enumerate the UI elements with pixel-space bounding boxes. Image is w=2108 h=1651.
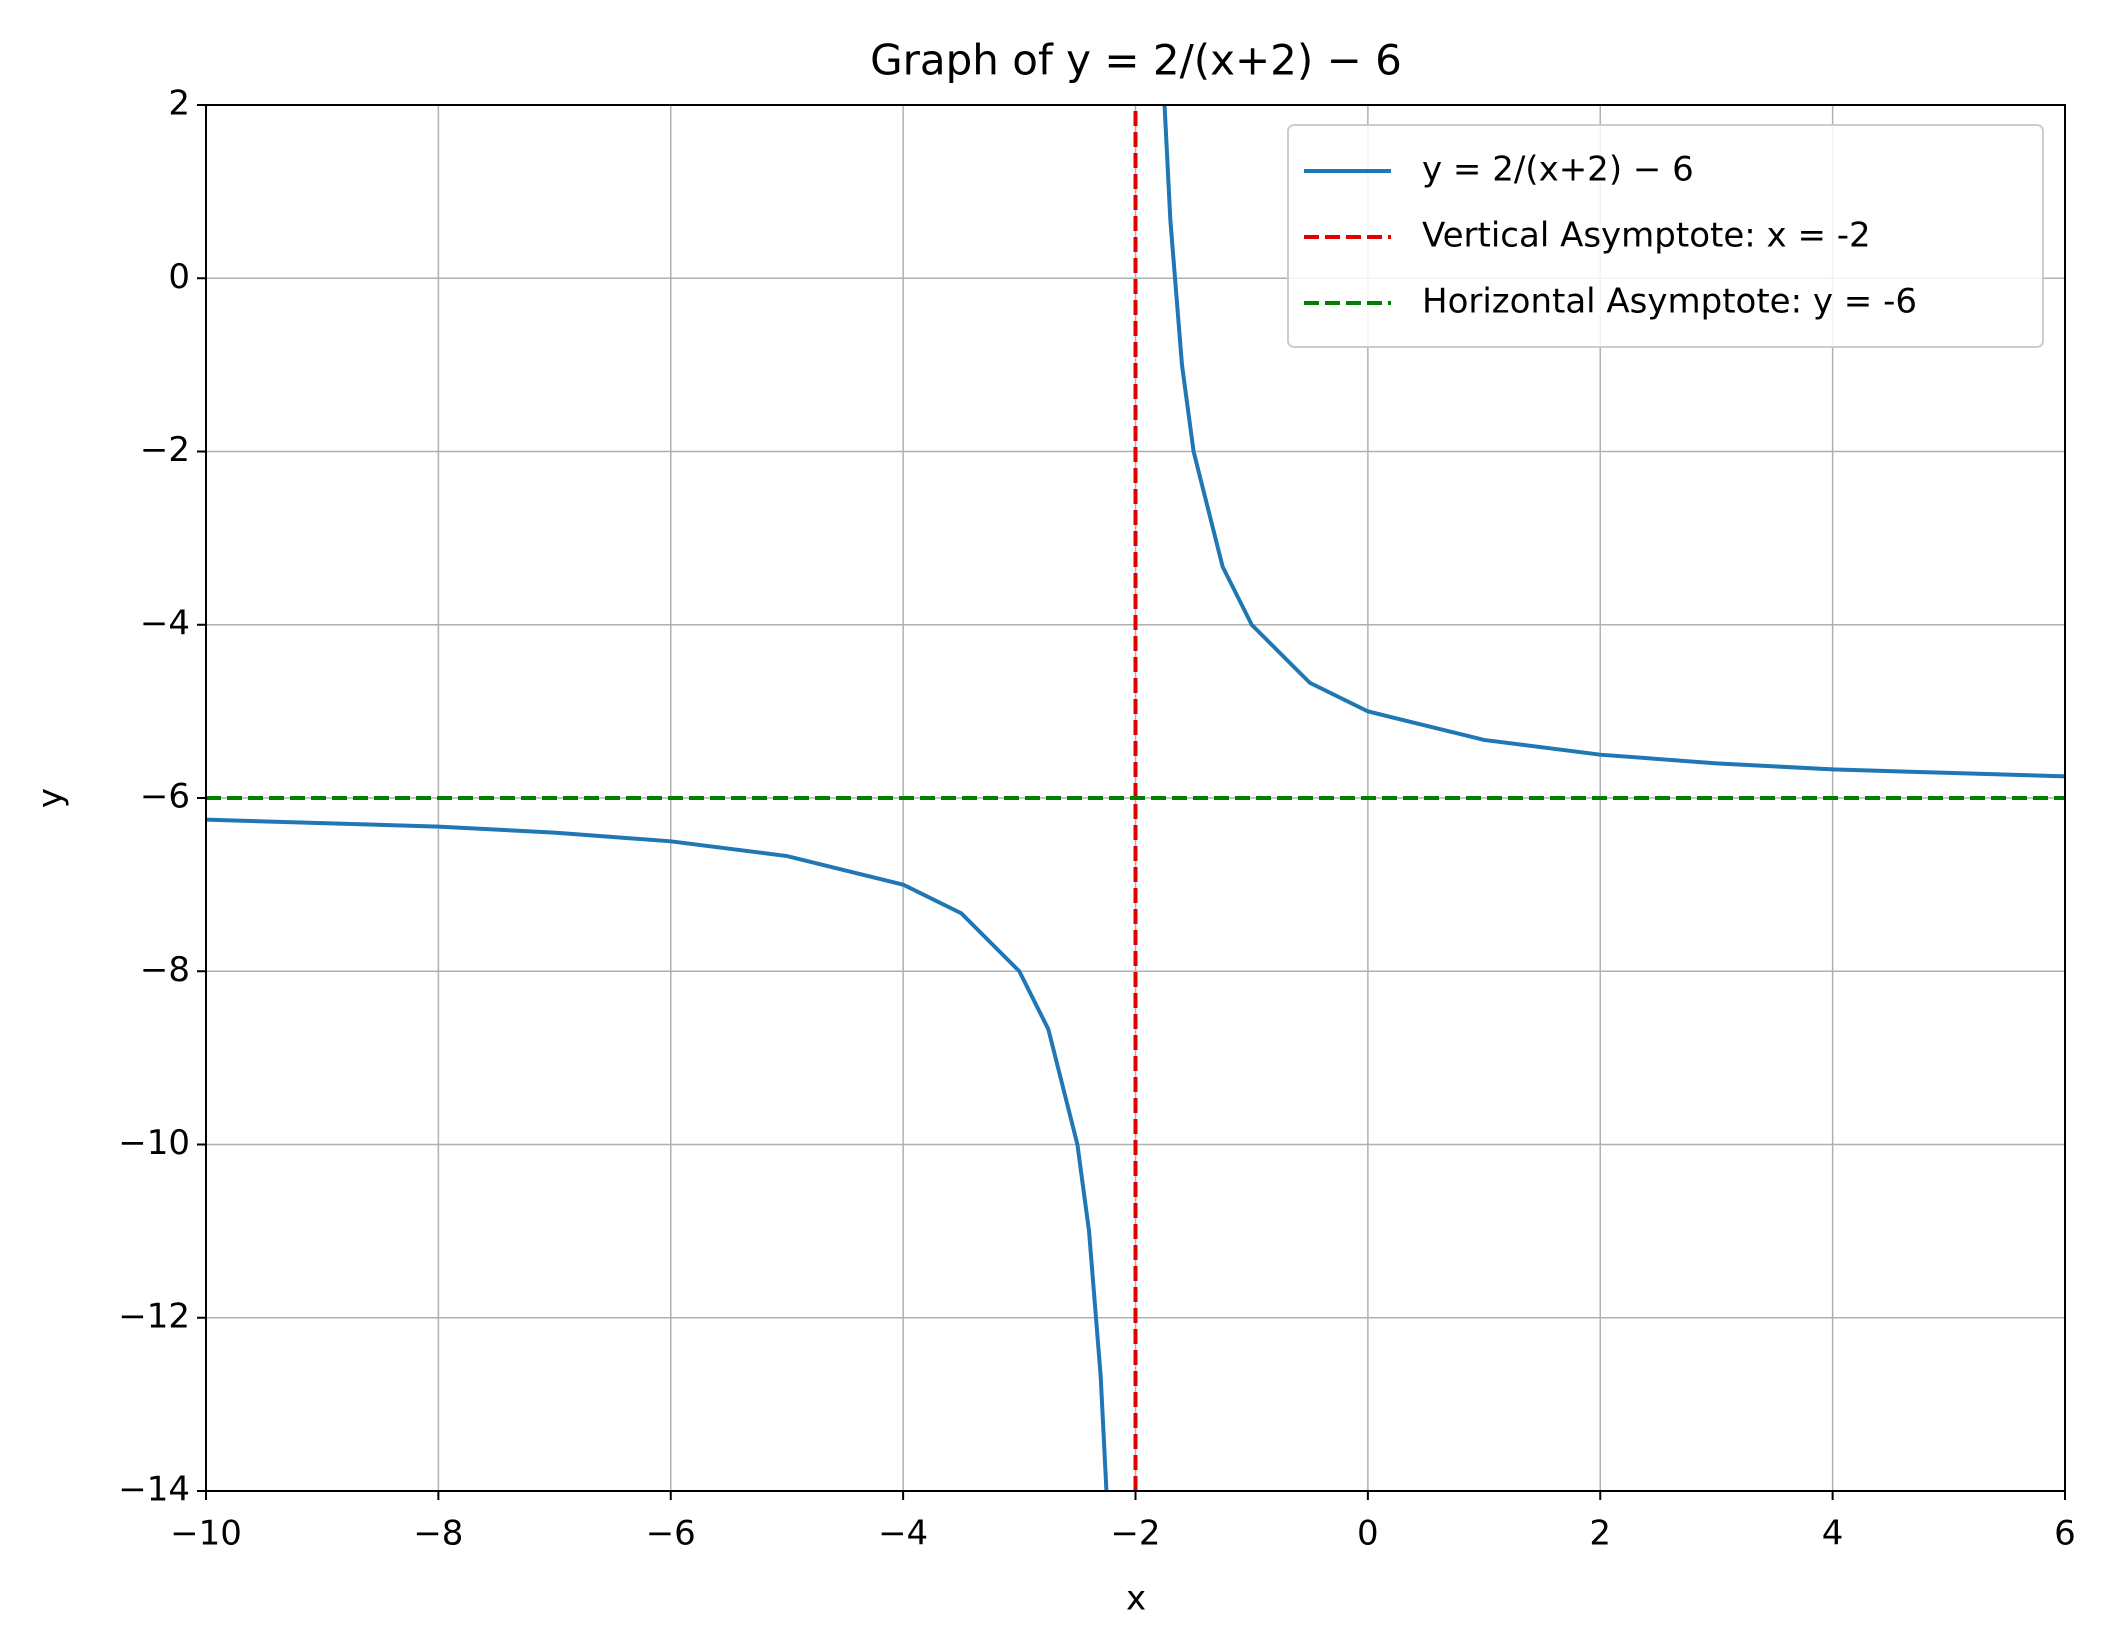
y-tick-label: −10 (118, 1123, 190, 1163)
y-tick-label: 2 (168, 84, 190, 124)
y-tick-label: −6 (140, 777, 190, 817)
y-tick-label: −2 (140, 430, 190, 470)
y-axis-label: y (31, 788, 71, 808)
legend: y = 2/(x+2) − 6 Vertical Asymptote: x = -… (1287, 124, 2044, 348)
x-tick-label: 0 (1357, 1514, 1379, 1554)
plot-area (206, 105, 2065, 1491)
x-axis-label: x (1126, 1579, 1146, 1619)
x-tick-label: 6 (2054, 1514, 2076, 1554)
y-tick-label: −8 (140, 950, 190, 990)
legend-label: Horizontal Asymptote: y = -6 (1422, 282, 1917, 322)
y-tick-label: −4 (140, 603, 190, 643)
x-tick-label: −8 (413, 1514, 463, 1554)
x-tick-label: 4 (1822, 1514, 1844, 1554)
legend-label: Vertical Asymptote: x = -2 (1422, 216, 1871, 256)
legend-box (1287, 124, 2044, 348)
x-tick-label: −10 (170, 1514, 242, 1554)
chart-title: Graph of y = 2/(x+2) − 6 (870, 36, 1402, 85)
series-line (206, 105, 2065, 1491)
x-tick-label: −6 (646, 1514, 696, 1554)
y-tick-label: −12 (118, 1296, 190, 1336)
x-tick-label: −4 (878, 1514, 928, 1554)
y-tick-label: −14 (118, 1470, 190, 1510)
x-tick-label: −2 (1110, 1514, 1160, 1554)
legend-label: y = 2/(x+2) − 6 (1422, 150, 1694, 190)
y-tick-label: 0 (168, 257, 190, 297)
plot-frame (205, 104, 2066, 1492)
x-tick-label: 2 (1589, 1514, 1611, 1554)
